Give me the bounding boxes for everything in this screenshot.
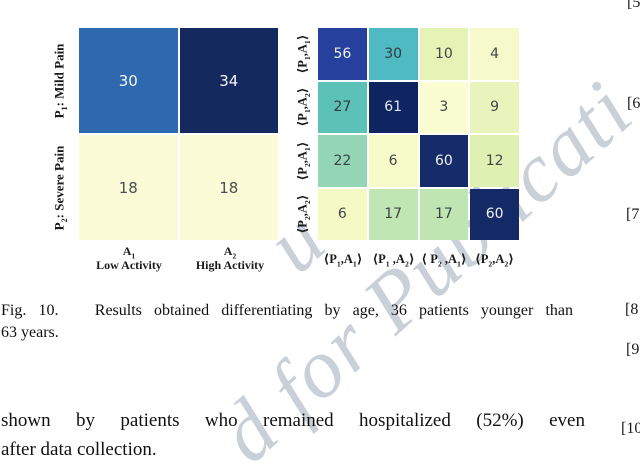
- right-row-label-text: ⟨P1,A2⟩: [295, 87, 312, 127]
- reference-marker: [8: [625, 301, 639, 318]
- heatmap-cell: 18: [179, 135, 278, 240]
- right-row-label-text: ⟨P2,A2⟩: [295, 194, 312, 234]
- right-col-label: ⟨P2,A2⟩: [475, 252, 514, 269]
- right-row-label-text: ⟨P2,A1⟩: [295, 141, 312, 181]
- body-line-1: shown by patients who remained hospitali…: [1, 410, 585, 431]
- heatmap-cell: 30: [79, 28, 178, 133]
- reference-marker: [7: [626, 206, 640, 223]
- heatmap-cell: 3: [419, 81, 469, 133]
- left-row-label-text: P1: Mild Pain: [51, 43, 69, 118]
- heatmap-cell: 9: [470, 81, 519, 133]
- heatmap-cell: 60: [470, 188, 519, 240]
- caption-line-2: 63 years.: [1, 323, 59, 341]
- right-row-label: ⟨P2,A2⟩: [288, 189, 316, 241]
- heatmap-cell: 18: [79, 135, 178, 240]
- left-row-label: P1: Mild Pain: [44, 28, 74, 133]
- left-col-label: A1 Low Activity: [96, 244, 162, 272]
- caption-line-1: Fig. 10. Results obtained differentiatin…: [1, 302, 573, 319]
- heatmap-cell: 12: [470, 135, 519, 187]
- right-col-label: ⟨P1,A1⟩: [323, 252, 363, 269]
- body-line-2: after data collection.: [1, 438, 157, 460]
- left-row-label-text: P2: Severe Pain: [51, 145, 69, 230]
- figure-caption: Fig. 10. Results obtained differentiatin…: [1, 300, 573, 343]
- heatmap-cell: 22: [318, 135, 367, 187]
- right-col-label: ⟨ P2 ,A1⟩: [421, 252, 467, 269]
- heatmap-cell: 60: [419, 135, 469, 187]
- heatmap-cell: 6: [318, 188, 367, 240]
- reference-marker: [5: [627, 0, 640, 11]
- heatmap-cell: 30: [368, 28, 418, 80]
- heatmap-cell: 34: [179, 28, 278, 133]
- left-heatmap: 30 34 18 18: [79, 28, 278, 240]
- right-col-label: ⟨P1 ,A2⟩: [372, 252, 415, 269]
- heatmap-cell: 6: [368, 135, 418, 187]
- heatmap-cell: 10: [419, 28, 469, 80]
- right-heatmap: 56 30 10 4 27 61 3 9 22 6 60 12 6 17 17 60: [318, 28, 519, 240]
- body-paragraph: shown by patients who remained hospitali…: [1, 407, 585, 464]
- reference-marker: [10: [621, 420, 640, 437]
- heatmap-cell: 17: [368, 188, 418, 240]
- right-row-label: ⟨P1,A2⟩: [288, 82, 316, 134]
- heatmap-cell: 27: [318, 81, 367, 133]
- right-row-label-text: ⟨P1,A1⟩: [295, 34, 312, 74]
- left-col-label: A2 High Activity: [195, 244, 265, 272]
- right-row-label: ⟨P1,A1⟩: [288, 28, 316, 80]
- reference-marker: [6: [627, 95, 640, 112]
- heatmap-cell: 17: [419, 188, 469, 240]
- right-row-label: ⟨P2,A1⟩: [288, 135, 316, 187]
- heatmap-cell: 4: [470, 28, 519, 80]
- left-row-label: P2: Severe Pain: [44, 135, 74, 240]
- heatmap-cell: 61: [368, 81, 418, 133]
- reference-marker: [9: [626, 341, 640, 358]
- heatmap-cell: 56: [318, 28, 367, 80]
